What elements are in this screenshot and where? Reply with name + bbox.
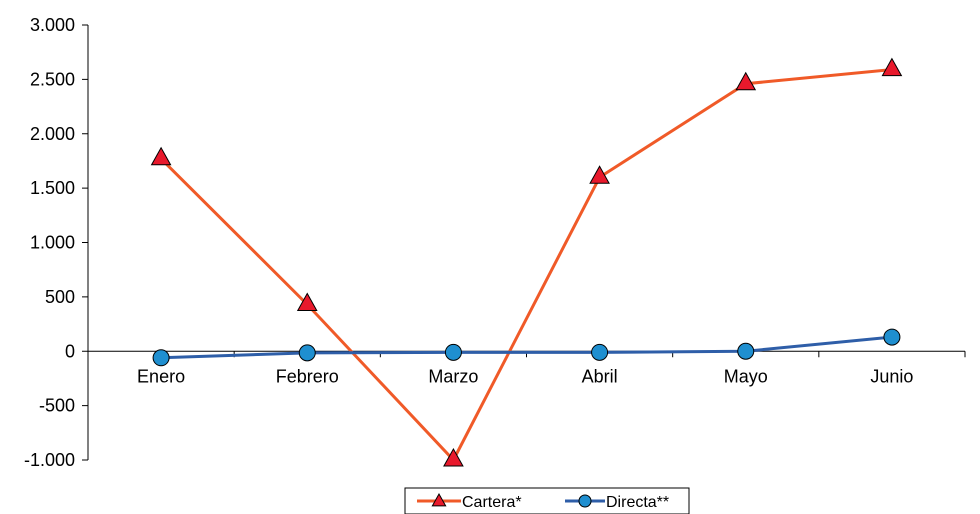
legend: Cartera* Directa**	[404, 487, 690, 514]
y-tick-label: 500	[45, 287, 75, 307]
y-axis: 3.000 2.500 2.000 1.500 1.000 500 0 -500 -1.000	[24, 15, 89, 470]
data-point-circle	[737, 342, 755, 360]
x-tick-label: Febrero	[276, 366, 339, 386]
data-point-triangle	[589, 165, 610, 184]
x-tick-label: Abril	[582, 366, 618, 386]
legend-label: Cartera*	[462, 494, 522, 511]
legend-marker-triangle	[431, 492, 447, 507]
data-point-triangle	[443, 447, 464, 467]
data-point-triangle	[150, 146, 172, 166]
series-line-0	[160, 68, 893, 463]
data-point-triangle	[296, 292, 318, 311]
y-tick-label: 3.000	[30, 15, 75, 35]
y-tick-label: -500	[39, 396, 75, 416]
data-point-triangle	[881, 57, 903, 77]
y-tick-label: 0	[65, 341, 75, 361]
y-tick-label: 1.500	[30, 178, 75, 198]
data-point-triangle	[735, 71, 757, 91]
y-tick-label: -1.000	[24, 450, 75, 470]
data-point-circle	[298, 344, 316, 362]
x-tick-label: Junio	[870, 366, 913, 386]
x-tick-label: Enero	[137, 366, 185, 386]
legend-marker-circle	[578, 494, 592, 508]
x-tick-label: Marzo	[428, 366, 478, 386]
series-layer	[150, 57, 903, 467]
data-point-circle	[444, 343, 462, 361]
series-line-1	[161, 335, 893, 360]
legend-label: Directa**	[606, 494, 669, 511]
y-tick-label: 2.500	[30, 69, 75, 89]
data-point-circle	[591, 343, 609, 361]
y-tick-label: 1.000	[30, 233, 75, 253]
x-tick-label: Mayo	[724, 366, 768, 386]
x-axis: Enero Febrero Marzo Abril Mayo Junio	[87, 350, 966, 386]
y-tick-label: 2.000	[30, 124, 75, 144]
data-point-circle	[152, 349, 170, 367]
data-point-circle	[883, 328, 901, 346]
